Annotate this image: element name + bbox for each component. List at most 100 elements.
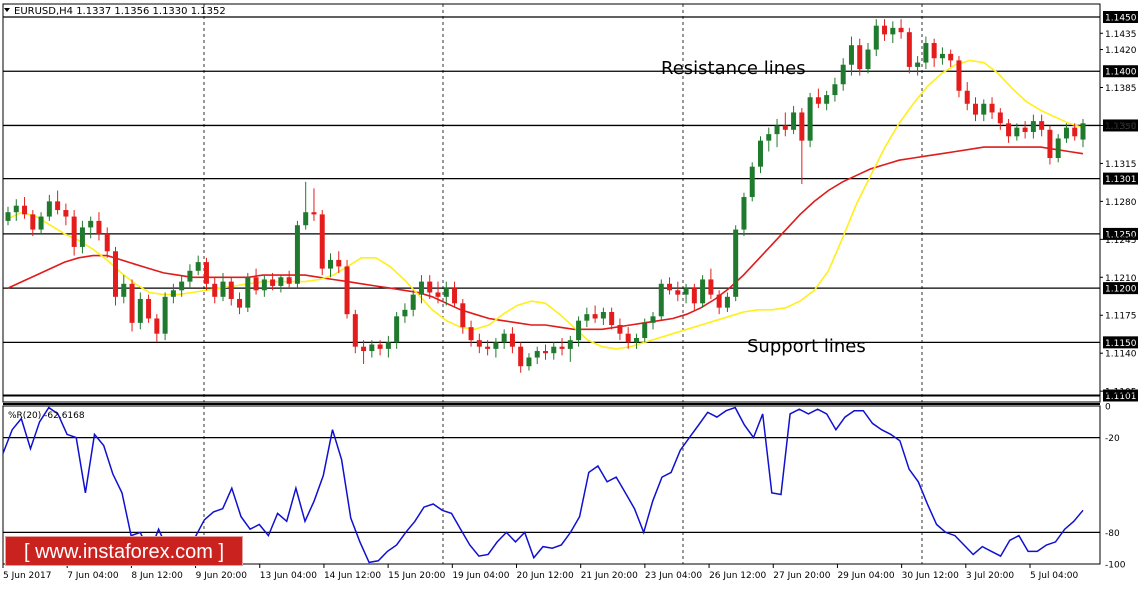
candle-body bbox=[261, 279, 267, 291]
candle-body bbox=[890, 27, 896, 35]
watermark-logo: [ www.instaforex.com ] bbox=[5, 536, 243, 566]
candle-body bbox=[460, 303, 466, 328]
candle-body bbox=[774, 125, 780, 135]
candle-body bbox=[137, 298, 143, 323]
candle-body bbox=[96, 220, 102, 234]
candle-body bbox=[1039, 121, 1045, 130]
candle-body bbox=[708, 279, 714, 295]
level-price-badge bbox=[1103, 172, 1138, 185]
candle-body bbox=[71, 216, 77, 247]
level-price-badge bbox=[1103, 119, 1138, 132]
candle-body bbox=[724, 296, 730, 308]
candle-body bbox=[675, 290, 681, 295]
x-tick-label: 21 Jun 20:00 bbox=[581, 571, 638, 581]
level-price-label: 1.1350 bbox=[1105, 122, 1137, 132]
candle-body bbox=[468, 327, 474, 341]
candle-body bbox=[931, 43, 937, 59]
candle-body bbox=[584, 314, 590, 321]
candle-body bbox=[336, 259, 342, 267]
candle-body bbox=[534, 351, 540, 358]
candle-body bbox=[1022, 127, 1028, 132]
candle-body bbox=[865, 49, 871, 70]
candle-body bbox=[799, 112, 805, 141]
candle-body bbox=[873, 25, 879, 50]
candle-body bbox=[501, 333, 507, 343]
candle-body bbox=[592, 314, 598, 319]
y-tick-label: 1.1315 bbox=[1105, 160, 1137, 170]
y-tick-label: 1.1280 bbox=[1105, 198, 1137, 208]
candle-body bbox=[1055, 138, 1061, 158]
candle-body bbox=[650, 316, 656, 323]
candle-body bbox=[1047, 129, 1053, 158]
x-tick-label: 23 Jun 04:00 bbox=[645, 571, 702, 581]
candle-body bbox=[104, 233, 110, 252]
candle-body bbox=[1072, 127, 1078, 137]
wr-tick-label: 0 bbox=[1105, 403, 1111, 413]
candle-body bbox=[121, 283, 127, 297]
candle-body bbox=[1014, 127, 1020, 137]
candle-body bbox=[923, 43, 929, 63]
y-tick-label: 1.1210 bbox=[1105, 274, 1137, 284]
candle-body bbox=[79, 227, 85, 247]
candle-body bbox=[898, 27, 904, 33]
resistance-label: Resistance lines bbox=[661, 58, 806, 79]
candle-body bbox=[551, 346, 557, 354]
candle-body bbox=[410, 294, 416, 310]
level-price-label: 1.1200 bbox=[1105, 285, 1137, 295]
level-price-badge bbox=[1103, 65, 1138, 78]
x-tick-label: 9 Jun 20:00 bbox=[196, 571, 248, 581]
y-tick-label: 1.1175 bbox=[1105, 312, 1137, 322]
candle-body bbox=[328, 259, 333, 269]
candle-body bbox=[832, 84, 838, 96]
candle-body bbox=[443, 288, 449, 297]
price-panel-frame bbox=[2, 3, 1101, 403]
candle-body bbox=[286, 277, 292, 284]
symbol-header: EURUSD,H4 1.1337 1.1356 1.1330 1.1352 bbox=[14, 6, 226, 17]
candle-body bbox=[882, 25, 888, 35]
candle-body bbox=[361, 346, 367, 352]
y-tick-label: 1.1385 bbox=[1105, 84, 1137, 94]
candle-body bbox=[237, 298, 243, 308]
wr-tick-label: -100 bbox=[1105, 561, 1126, 571]
candle-body bbox=[857, 45, 863, 70]
candle-body bbox=[5, 212, 11, 221]
candle-body bbox=[435, 292, 441, 297]
candle-body bbox=[485, 346, 491, 349]
candle-body bbox=[154, 318, 160, 334]
candle-body bbox=[526, 357, 532, 367]
candle-body bbox=[195, 262, 201, 271]
candle-body bbox=[1030, 121, 1036, 132]
candle-body bbox=[88, 220, 94, 228]
candle-body bbox=[30, 214, 36, 230]
dropdown-arrow-icon[interactable] bbox=[4, 8, 10, 12]
candle-body bbox=[46, 201, 52, 217]
candle-body bbox=[476, 340, 482, 347]
candle-body bbox=[129, 283, 135, 323]
candle-body bbox=[162, 296, 168, 334]
candle-body bbox=[352, 314, 358, 347]
level-price-badge bbox=[1103, 11, 1138, 24]
level-price-badge bbox=[1103, 282, 1138, 295]
x-tick-label: 5 Jul 04:00 bbox=[1030, 571, 1079, 581]
level-price-label: 1.1250 bbox=[1105, 230, 1137, 240]
candle-body bbox=[758, 140, 763, 167]
candle-body bbox=[187, 270, 193, 282]
x-tick-label: 29 Jun 04:00 bbox=[837, 571, 894, 581]
candle-body bbox=[294, 225, 300, 284]
candle-body bbox=[319, 214, 325, 269]
candle-body bbox=[369, 344, 375, 352]
candle-body bbox=[989, 103, 995, 113]
candle-body bbox=[38, 216, 44, 230]
candle-body bbox=[716, 294, 722, 308]
candle-body bbox=[559, 346, 565, 349]
candle-body bbox=[402, 309, 408, 317]
candle-body bbox=[427, 281, 433, 293]
candle-body bbox=[179, 281, 185, 291]
candle-body bbox=[1063, 127, 1069, 139]
candle-body bbox=[964, 90, 970, 104]
candle-body bbox=[55, 201, 61, 211]
candle-body bbox=[220, 281, 226, 297]
candle-body bbox=[1006, 123, 1012, 137]
